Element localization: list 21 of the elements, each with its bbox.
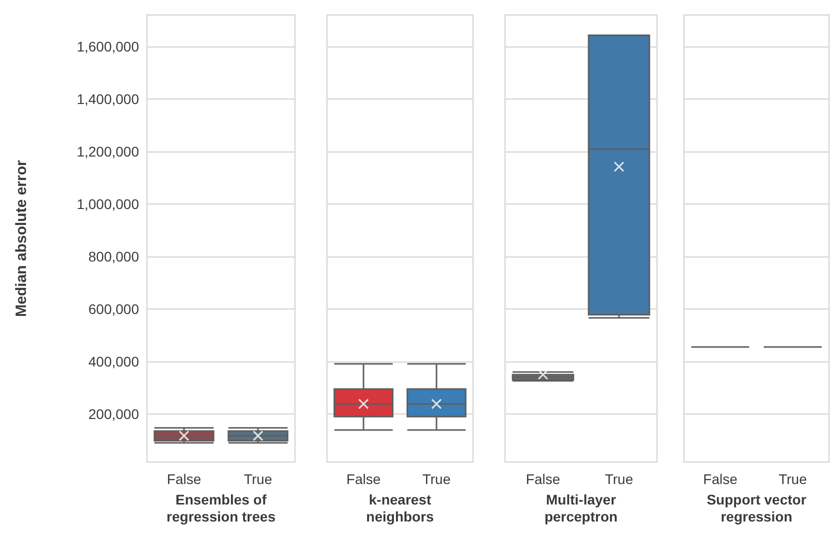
y-tick-label: 600,000: [88, 300, 140, 317]
y-tick-label: 1,600,000: [76, 38, 140, 54]
y-axis-title: Median absolute error: [13, 160, 30, 317]
x-tick-label: False: [526, 471, 560, 487]
y-tick-label: 800,000: [88, 248, 140, 264]
y-tick-label: 200,000: [88, 406, 140, 422]
x-axis-title: Ensembles of regression trees: [166, 491, 276, 524]
x-tick-label: False: [166, 471, 202, 487]
x-tick-label: True: [244, 471, 272, 487]
x-tick-label: True: [604, 471, 634, 487]
y-tick-label: 400,000: [88, 353, 140, 370]
y-tick-label: 1,000,000: [76, 196, 140, 212]
y-tick-label: 1,200,000: [76, 143, 140, 160]
x-tick-label: True: [778, 471, 808, 487]
x-axis-title: Multi-layer perceptron: [544, 491, 618, 524]
x-axis-title: Support vector regression: [706, 491, 807, 524]
x-tick-label: False: [346, 471, 381, 487]
x-tick-label: True: [422, 471, 451, 487]
x-axis-title: k-nearest neighbors: [366, 491, 434, 524]
y-tick-label: 1,400,000: [76, 90, 140, 107]
x-tick-label: False: [703, 471, 738, 487]
